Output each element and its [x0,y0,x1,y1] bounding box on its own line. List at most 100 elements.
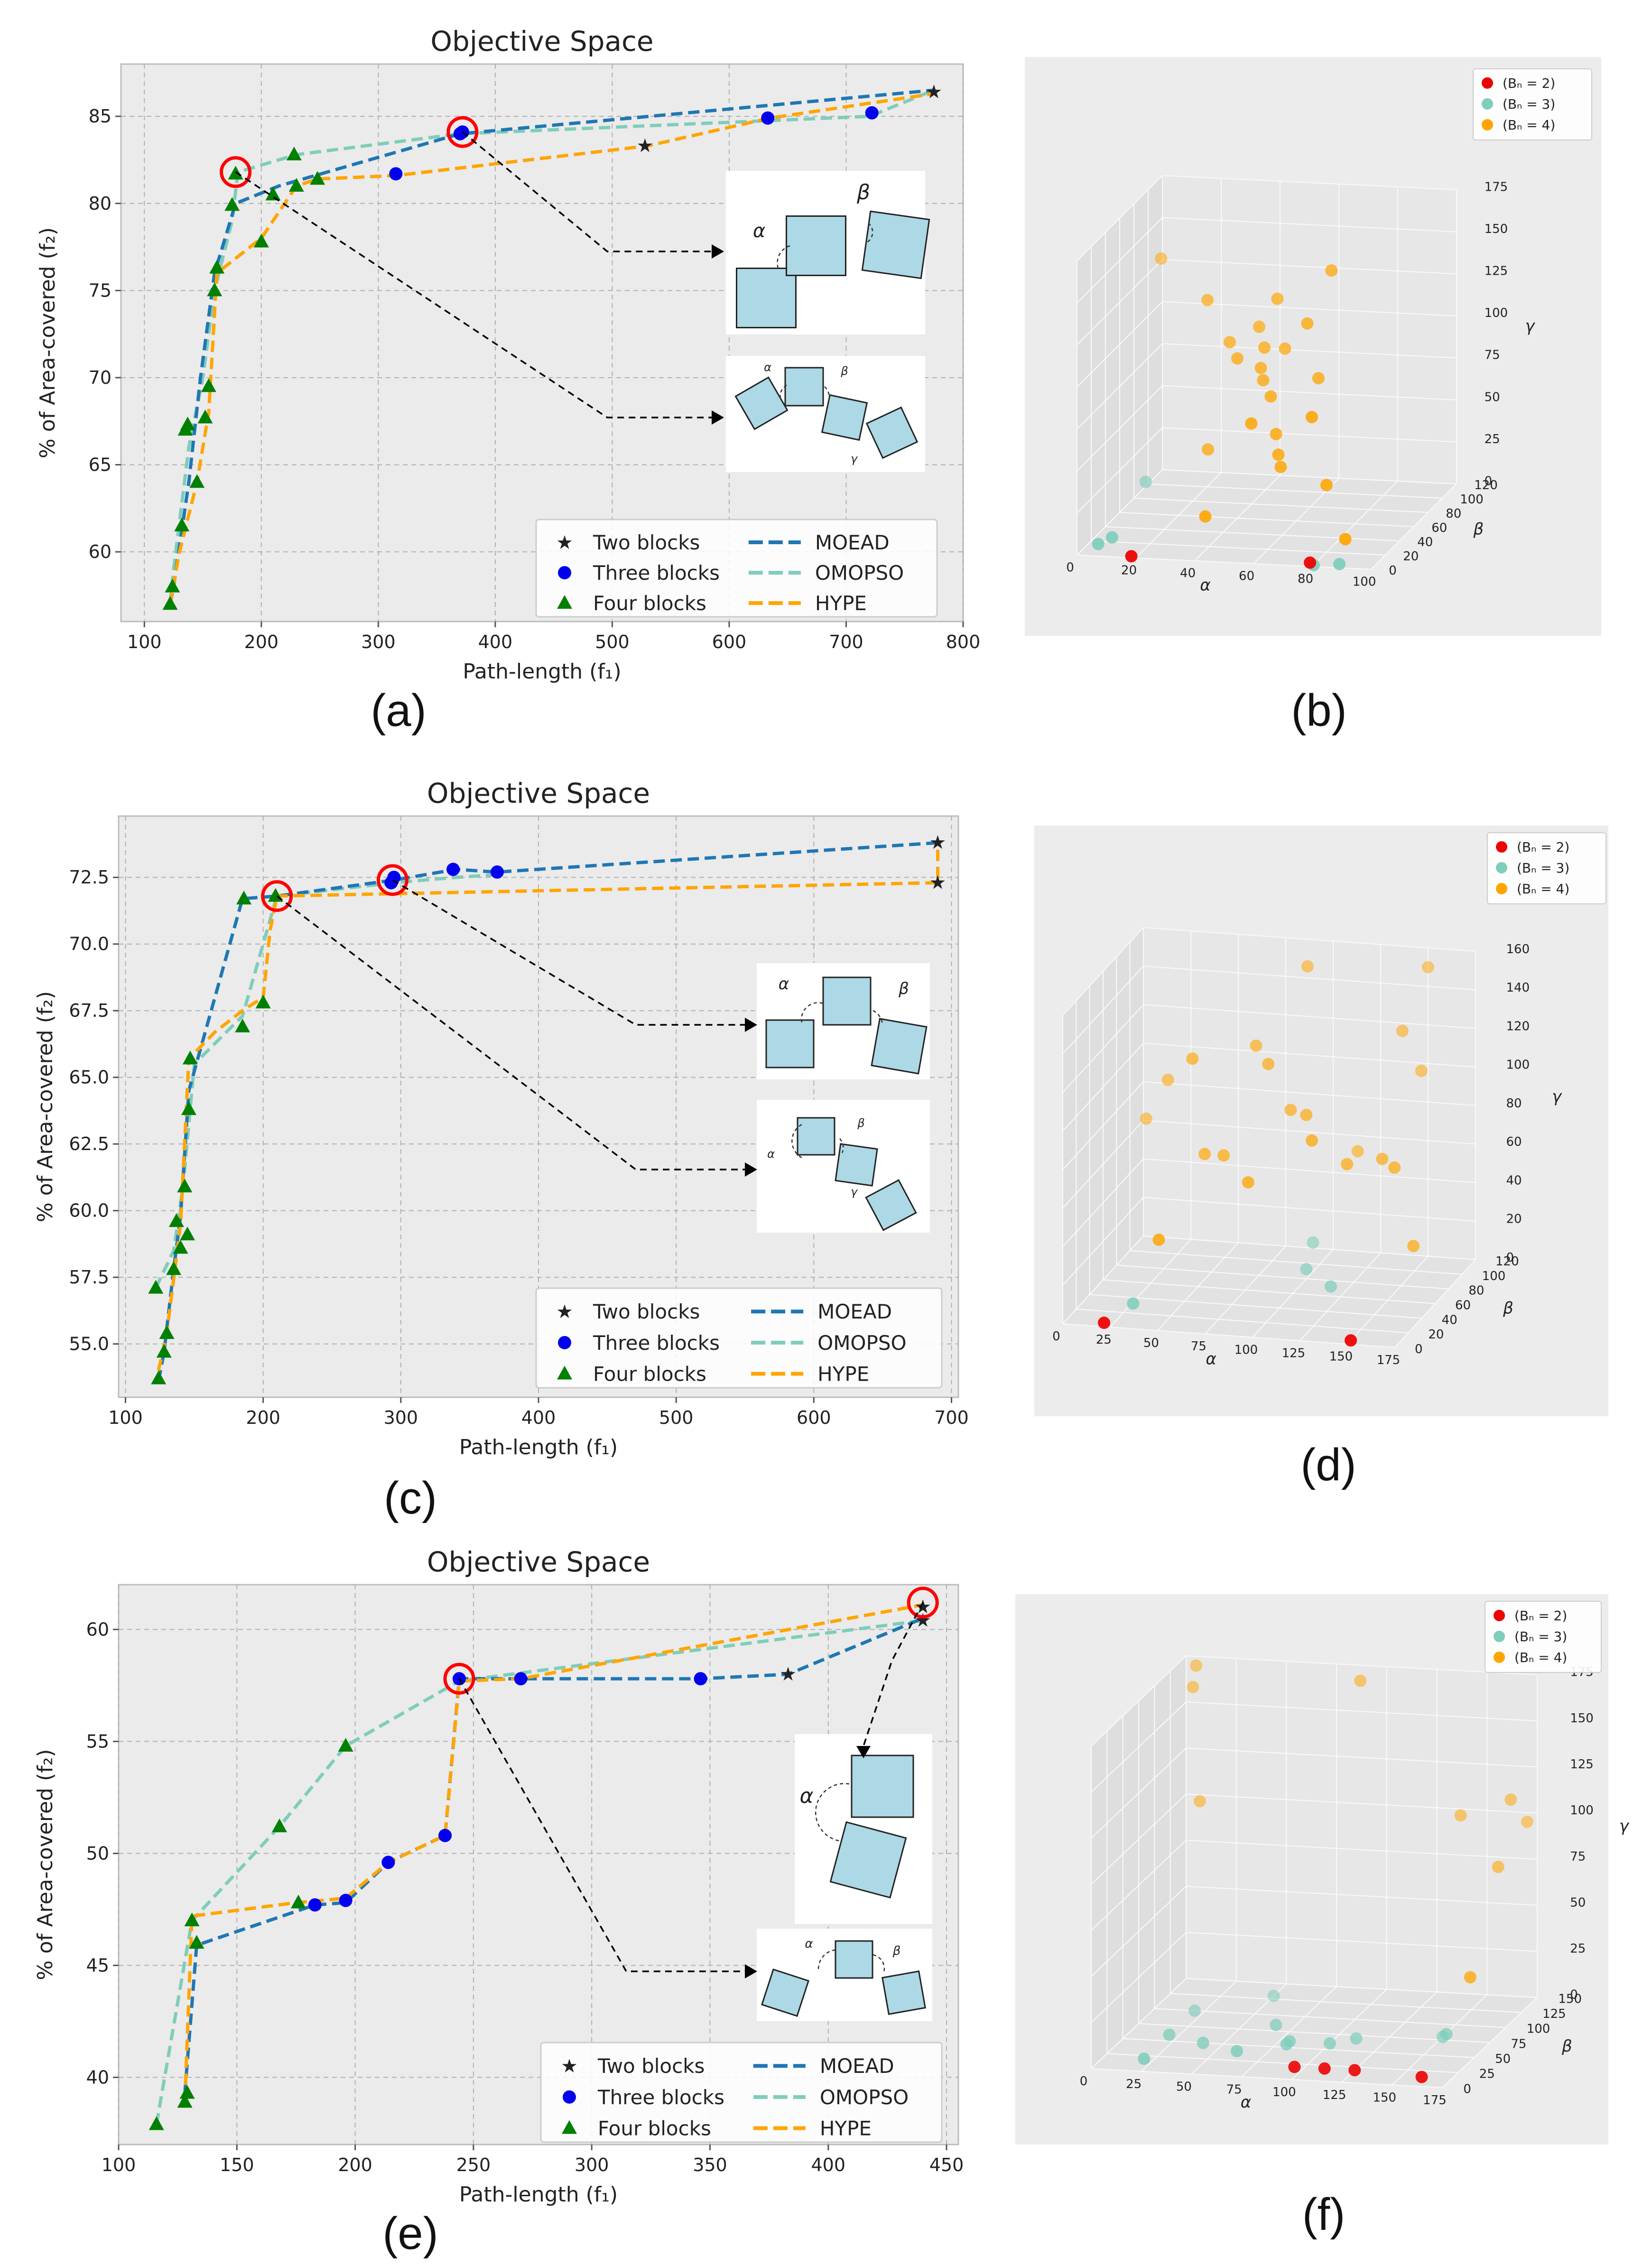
x-axis-label: Path-length (f₁) [463,659,621,684]
joint-angle-label: γ [851,1185,858,1198]
z-gridline [1186,1978,1538,1998]
four-blocks-point [182,1050,198,1065]
point-bn4 [1199,510,1212,523]
y-tick-label: 85 [89,106,111,127]
point-bn4 [1264,390,1277,403]
y-tick-label: 25 [1479,2067,1495,2081]
joint-angle-label: β [840,364,848,378]
z-gridline [1186,1793,1538,1814]
robot-block [865,1179,917,1231]
x-tick-label: 400 [521,1407,556,1428]
three-blocks-point [490,865,504,879]
point-bn4 [1152,1233,1165,1246]
x-tick-label: 300 [384,1407,418,1428]
y-axis-label: β [1473,520,1484,539]
point-bn4 [1224,336,1236,349]
x-tick-label: 125 [1282,1347,1306,1361]
z-gridline [1077,343,1163,429]
series-hype-line [157,843,939,1371]
point-bn2 [1125,550,1138,563]
joint-angle-label: α [764,361,771,374]
legend-label: Three blocks [593,561,720,585]
three-blocks-point [446,863,460,876]
point-bn4 [1155,252,1168,265]
chart-title: Objective Space [427,1546,650,1578]
legend-label: (Bₙ = 3) [1503,96,1555,112]
four-blocks-point [168,1213,184,1227]
z-gridline [1162,469,1457,484]
callout-arrow [392,879,745,1026]
joint-angle-arc [839,1138,844,1153]
four-blocks-point [209,260,225,274]
joint-angle-label: γ [851,452,858,465]
y-tick-label: 62.5 [69,1133,109,1154]
z-gridline [1143,1042,1476,1068]
four-blocks-point [255,994,271,1009]
point-bn4 [1422,961,1434,974]
legend-marker [1494,1631,1505,1642]
z-tick-label: 75 [1485,348,1500,362]
x-tick-label: 300 [361,632,396,652]
legend: ★ Two blocks MOEAD Three blocks OMOPSO Four b… [535,1287,943,1389]
x-tick-label: 400 [478,632,513,652]
point-bn2 [1415,2071,1428,2083]
legend-marker [1482,77,1493,89]
y-gridline [1119,512,1414,527]
y-tick-label: 20 [1403,549,1419,564]
robot-block [797,1117,835,1156]
point-bn3 [1323,2037,1336,2050]
legend-marker-two-blocks: ★ [556,1301,573,1323]
legend-label: MOEAD [817,1300,892,1323]
point-bn4 [1464,1971,1476,1984]
z-tick-label: 25 [1570,1942,1586,1956]
y-tick-label: 55 [86,1731,109,1752]
x-tick-label: 50 [1176,2080,1192,2094]
point-bn3 [1197,2036,1209,2049]
y-tick-label: 125 [1542,2007,1566,2021]
point-bn3 [1307,1236,1319,1249]
z-gridline [1062,1004,1144,1093]
z-gridline [1186,1839,1538,1860]
legend: ★ Two blocks MOEAD Three blocks OMOPSO Four b… [540,2042,943,2143]
point-bn4 [1231,352,1244,365]
legend-label: OMOPSO [815,561,904,585]
x-axis-label: Path-length (f₁) [459,1435,618,1459]
legend-label: Four blocks [593,592,706,615]
two-blocks-point: ★ [637,135,654,157]
z-gridline [1091,1747,1187,1839]
point-bn4 [1454,1809,1467,1822]
point-bn4 [1396,1024,1409,1037]
legend-label: HYPE [817,1362,869,1385]
legend-box [1485,1601,1602,1673]
point-bn4 [1272,448,1285,461]
four-blocks-point [272,1818,288,1832]
two-blocks-point: ★ [929,872,947,893]
three-blocks-point [761,111,775,125]
x-tick-label: 100 [102,2155,136,2175]
z-gridline [1091,1839,1187,1931]
chart-title: Objective Space [430,25,653,57]
point-bn3 [1333,557,1346,570]
point-bn3 [1280,2038,1293,2051]
y-tick-label: 60 [86,1619,109,1640]
z-tick-label: 100 [1570,1803,1594,1818]
four-blocks-point [288,178,304,192]
y-gridline [1089,1294,1422,1319]
point-bn2 [1318,2062,1331,2075]
series-hype-line [168,92,934,604]
x-tick-label: 150 [1329,1350,1353,1364]
legend-box [1473,68,1592,140]
point-bn3 [1231,2045,1244,2058]
y-tick-label: 100 [1527,2022,1550,2036]
legend-marker [1496,862,1507,873]
x-tick-label: 100 [108,1407,143,1428]
legend-marker-four-blocks [557,1365,572,1380]
four-blocks-point [156,1344,172,1358]
legend-marker [1496,841,1507,853]
point-bn2 [1345,1334,1357,1347]
y-tick-label: 60 [1431,521,1447,535]
legend-marker-four-blocks [557,595,572,609]
point-bn4 [1242,1176,1254,1189]
robot-block [829,1821,907,1899]
